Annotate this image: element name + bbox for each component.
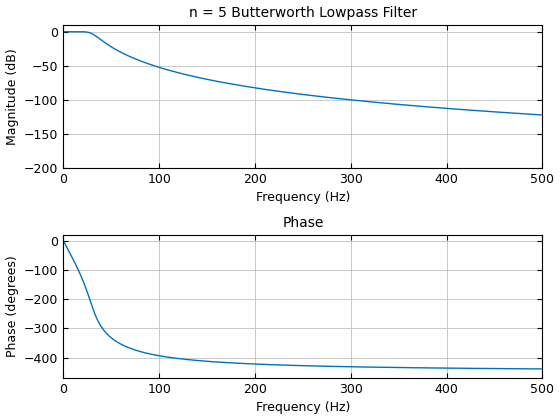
X-axis label: Frequency (Hz): Frequency (Hz)	[256, 402, 350, 415]
Y-axis label: Phase (degrees): Phase (degrees)	[6, 256, 18, 357]
Y-axis label: Magnitude (dB): Magnitude (dB)	[6, 48, 18, 145]
Title: n = 5 Butterworth Lowpass Filter: n = 5 Butterworth Lowpass Filter	[189, 5, 417, 20]
X-axis label: Frequency (Hz): Frequency (Hz)	[256, 192, 350, 205]
Title: Phase: Phase	[282, 215, 324, 230]
